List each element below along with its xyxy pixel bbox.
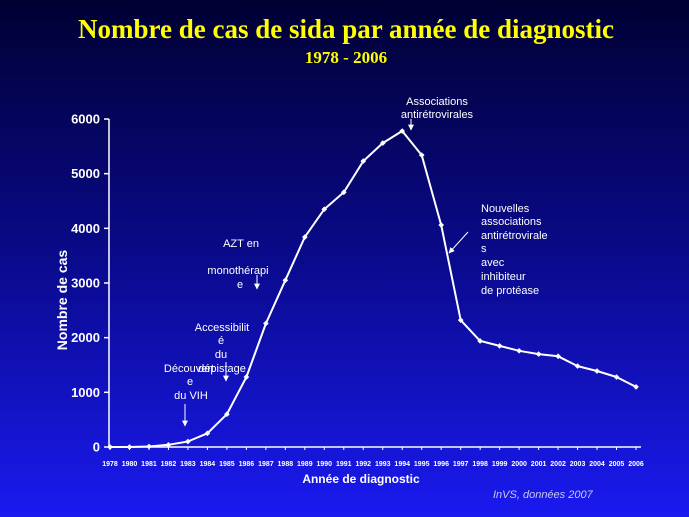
- data-point-1992: [360, 158, 367, 164]
- data-point-1988: [282, 277, 289, 284]
- data-point-1997: [457, 317, 464, 323]
- y-tick-label: 4000: [71, 221, 100, 236]
- x-tick-label: 1987: [258, 461, 274, 468]
- chart-subtitle: 1978 - 2006: [305, 48, 387, 67]
- data-point-1986: [243, 374, 250, 380]
- data-point-1980: [126, 444, 133, 450]
- x-tick-label: 1985: [219, 461, 235, 468]
- x-tick-label: 1997: [453, 461, 469, 468]
- data-point-1989: [301, 234, 308, 240]
- y-ticks: 0 1000 2000 3000 4000 5000 6000: [71, 112, 109, 455]
- x-tick-label: 1982: [161, 461, 177, 468]
- x-tick-label: 1992: [355, 461, 371, 468]
- annotation-protease-inhibitors-line: avec: [481, 257, 505, 269]
- annotation-azt-monotherapy: AZT en monothérapi e: [207, 238, 268, 291]
- annotation-azt-monotherapy-line: e: [237, 279, 243, 291]
- x-tick-label: 1989: [297, 461, 313, 468]
- source-note: InVS, données 2007: [493, 489, 594, 501]
- data-point-1998: [477, 338, 483, 344]
- x-tick-label: 2000: [511, 461, 527, 468]
- annotation-hiv-discovery: Découvert e du VIH: [164, 363, 214, 427]
- annotation-azt-monotherapy-line: monothérapi: [207, 265, 268, 277]
- x-tick-label: 1980: [122, 461, 138, 468]
- annotation-protease-inhibitors-line: inhibiteur: [481, 271, 526, 283]
- data-point-1999: [496, 343, 503, 349]
- data-point-2004: [594, 368, 600, 374]
- x-tick-label: 2001: [531, 461, 547, 468]
- x-tick-label: 1996: [433, 461, 449, 468]
- y-tick-label: 5000: [71, 166, 100, 181]
- data-point-1993: [379, 140, 386, 146]
- x-tick-label: 1994: [394, 461, 410, 468]
- series-line: [109, 130, 637, 448]
- x-tick-label: 1986: [239, 461, 255, 468]
- annotation-screening-access: Accessibilit é du dépistage: [195, 322, 249, 382]
- x-tick-label: 1978: [102, 461, 118, 468]
- x-tick-label: 1990: [317, 461, 333, 468]
- x-tick-label: 2002: [550, 461, 566, 468]
- annotation-antiretroviral-combinations: Associations antirétrovirales: [401, 96, 474, 131]
- data-point-1978: [107, 444, 113, 450]
- data-point-1994: [399, 128, 406, 134]
- data-point-1982: [165, 442, 172, 448]
- x-tick-label: 1981: [141, 461, 157, 468]
- x-tick-label: 1991: [336, 461, 352, 468]
- annotation-screening-access-line: é: [218, 335, 224, 347]
- annotation-screening-access-line: Accessibilit: [195, 322, 249, 334]
- x-tick-label: 1984: [200, 461, 216, 468]
- data-point-1996: [438, 222, 445, 228]
- x-tick-label: 1998: [472, 461, 488, 468]
- annotation-azt-monotherapy-line: AZT en: [223, 238, 259, 250]
- annotation-hiv-discovery-line: du VIH: [174, 390, 208, 402]
- annotation-screening-access-line: du: [215, 349, 227, 361]
- annotation-hiv-discovery-line: Découvert: [164, 363, 214, 375]
- chart-title: Nombre de cas de sida par année de diagn…: [78, 14, 614, 44]
- data-point-1995: [418, 152, 425, 158]
- data-point-1987: [263, 320, 269, 327]
- x-tick-label: 1983: [180, 461, 196, 468]
- x-tick-label: 2006: [628, 461, 644, 468]
- data-point-1983: [185, 438, 191, 445]
- data-point-2002: [555, 353, 561, 360]
- x-tick-label: 1999: [492, 461, 508, 468]
- data-point-2005: [613, 374, 620, 380]
- x-tick-label: 2004: [589, 461, 605, 468]
- annotation-antiretroviral-combinations-line: Associations: [406, 96, 468, 108]
- annotation-screening-access-line: dépistage: [198, 363, 246, 375]
- data-point-1981: [146, 443, 152, 450]
- annotation-protease-inhibitors: Nouvelles associations antirétrovirale s…: [448, 203, 548, 297]
- x-tick-label: 1995: [414, 461, 430, 468]
- x-tick-label: 2003: [570, 461, 586, 468]
- annotation-protease-inhibitors-line: antirétrovirale: [481, 230, 548, 242]
- x-tick-label: 2005: [609, 461, 625, 468]
- annotation-protease-inhibitors-arrow: [448, 231, 469, 254]
- annotation-protease-inhibitors-line: s: [481, 243, 487, 255]
- x-tick-label: 1993: [375, 461, 391, 468]
- annotation-protease-inhibitors-line: Nouvelles: [481, 203, 530, 215]
- y-tick-label: 1000: [71, 385, 100, 400]
- annotation-antiretroviral-combinations-line: antirétrovirales: [401, 109, 474, 121]
- x-tick-label: 1988: [278, 461, 294, 468]
- y-axis-label: Nombre de cas: [54, 250, 70, 351]
- annotation-protease-inhibitors-line: de protéase: [481, 285, 539, 297]
- y-tick-label: 2000: [71, 330, 100, 345]
- y-tick-label: 3000: [71, 276, 100, 291]
- data-point-2001: [535, 351, 542, 357]
- annotation-protease-inhibitors-line: associations: [481, 216, 542, 228]
- x-axis-label: Année de diagnostic: [302, 472, 420, 486]
- annotation-hiv-discovery-line: e: [187, 376, 193, 388]
- y-tick-label: 6000: [71, 112, 100, 127]
- x-ticks: 1978 1980 1981 1982 1983 1984 1985 1986 1987 1988…: [102, 447, 644, 468]
- data-point-2000: [516, 347, 522, 354]
- data-point-1991: [340, 189, 347, 196]
- y-tick-label: 0: [93, 440, 100, 455]
